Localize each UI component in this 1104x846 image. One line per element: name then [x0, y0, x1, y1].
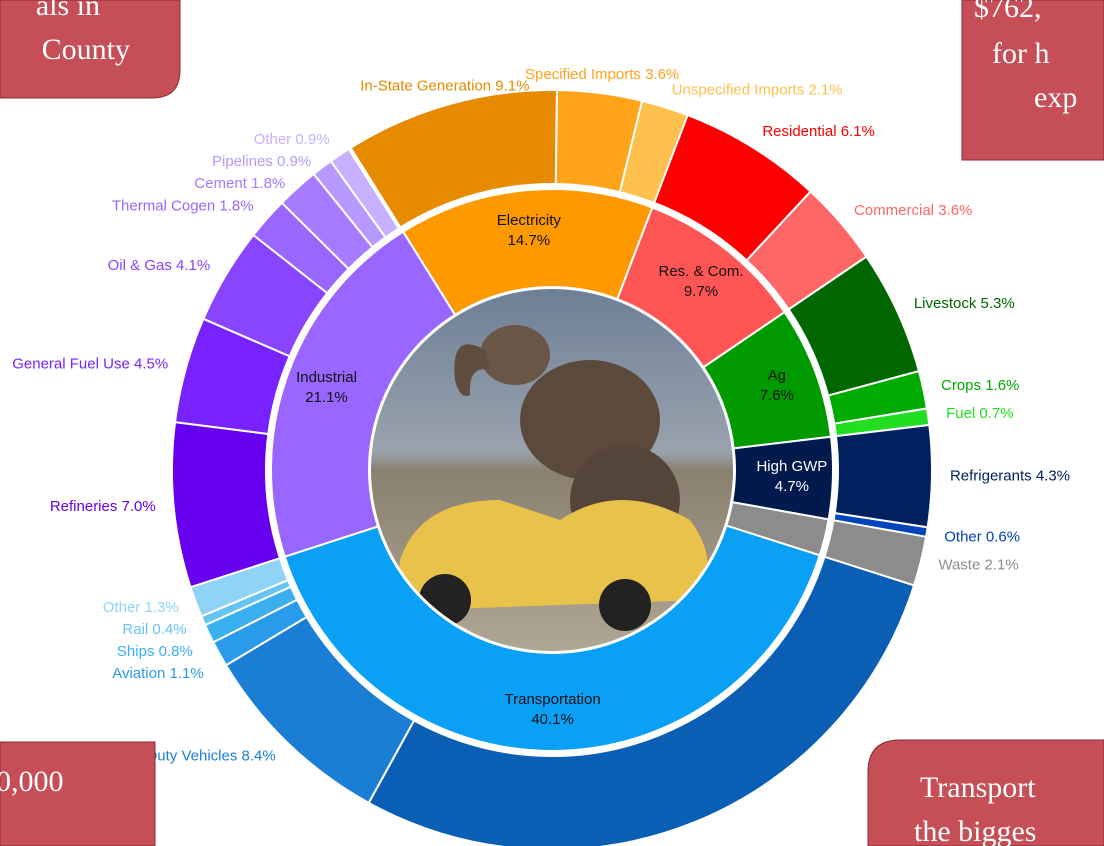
annotation-box	[962, 0, 1104, 160]
outer-label: Unspecified Imports 2.1%	[672, 81, 843, 98]
segment-name: Ships	[117, 643, 155, 660]
segment-name: Unspecified Imports	[672, 81, 805, 98]
segment-value: 4.5%	[134, 356, 168, 373]
segment-value: 0.8%	[159, 643, 193, 660]
annotation-text: for h	[992, 37, 1049, 70]
segment-value: 4.3%	[1036, 467, 1070, 484]
annotation-text: Transport	[920, 771, 1036, 804]
category-name: Transportation	[505, 691, 601, 708]
segment-value: 2.1%	[984, 557, 1018, 574]
segment-name: Cement	[194, 175, 247, 192]
segment-value: 1.1%	[169, 665, 203, 682]
category-value: 7.6%	[760, 387, 794, 404]
segment-value: 8.4%	[242, 747, 276, 764]
segment-value: 0.6%	[986, 528, 1020, 545]
segment-name: Waste	[938, 557, 980, 574]
outer-label: Livestock 5.3%	[914, 295, 1015, 312]
annotation-text: County	[42, 33, 130, 66]
outer-label: General Fuel Use 4.5%	[12, 356, 168, 373]
category-value: 9.7%	[684, 283, 718, 300]
page: {"chart_data": {"type": "sunburst", "cat…	[0, 0, 1104, 846]
outer-label: Commercial 3.6%	[854, 202, 972, 219]
outer-label: Other 0.6%	[944, 528, 1020, 545]
category-value: 21.1%	[305, 389, 348, 406]
segment-name: Other	[254, 131, 292, 148]
segment-name: Rail	[122, 621, 148, 638]
category-value: 14.7%	[508, 232, 551, 249]
outer-label: Aviation 1.1%	[112, 665, 203, 682]
outer-label: Pipelines 0.9%	[212, 153, 311, 170]
outer-label: Refrigerants 4.3%	[950, 467, 1070, 484]
category-name: Res. & Com.	[658, 263, 743, 280]
outer-label: Crops 1.6%	[941, 377, 1019, 394]
outer-label: Cement 1.8%	[194, 175, 285, 192]
center-photo	[370, 288, 734, 652]
annotation-text: the bigges	[914, 815, 1036, 846]
segment-name: Oil & Gas	[108, 257, 172, 274]
segment-name: Residential	[762, 123, 836, 140]
category-name: Ag	[768, 367, 786, 384]
segment-name: Refineries	[50, 498, 118, 515]
segment-value: 3.6%	[938, 202, 972, 219]
segment-value: 0.4%	[152, 621, 186, 638]
segment-value: 1.6%	[985, 377, 1019, 394]
annotation-text: exp	[1034, 81, 1077, 114]
outer-label: Oil & Gas 4.1%	[108, 257, 211, 274]
segment-name: General Fuel Use	[12, 356, 130, 373]
segment-value: 6.1%	[841, 123, 875, 140]
outer-label: Other 1.3%	[103, 599, 179, 616]
outer-label: Specified Imports 3.6%	[525, 66, 679, 83]
segment-name: Pipelines	[212, 153, 273, 170]
outer-label: Rail 0.4%	[122, 621, 186, 638]
annotation-text: als in	[36, 0, 100, 22]
annotation-text: $762,	[974, 0, 1042, 24]
category-name: Electricity	[497, 212, 562, 229]
segment-name: Other	[103, 599, 141, 616]
segment-name: Commercial	[854, 202, 934, 219]
segment-name: Fuel	[946, 405, 975, 422]
category-name: Industrial	[296, 369, 357, 386]
segment-value: 5.3%	[981, 295, 1015, 312]
segment-value: 0.9%	[295, 131, 329, 148]
segment-name: Livestock	[914, 295, 977, 312]
segment-value: 4.1%	[176, 257, 210, 274]
annotation-text: 0,000	[0, 765, 64, 798]
outer-label: Waste 2.1%	[938, 557, 1018, 574]
outer-segment	[835, 425, 932, 527]
segment-name: Refrigerants	[950, 467, 1032, 484]
outer-label: Ships 0.8%	[117, 643, 193, 660]
segment-name: Crops	[941, 377, 981, 394]
category-value: 40.1%	[531, 711, 574, 728]
segment-name: Aviation	[112, 665, 165, 682]
segment-name: Specified Imports	[525, 66, 641, 83]
segment-value: 1.8%	[251, 175, 285, 192]
segment-name: Thermal Cogen	[112, 198, 215, 215]
outer-segment	[172, 422, 280, 587]
segment-name: Other	[944, 528, 982, 545]
outer-label: Other 0.9%	[254, 131, 330, 148]
segment-value: 2.1%	[808, 81, 842, 98]
outer-label: In-State Generation 9.1%	[360, 78, 529, 95]
category-value: 4.7%	[775, 478, 809, 495]
outer-label: Residential 6.1%	[762, 123, 875, 140]
category-name: High GWP	[756, 458, 827, 475]
segment-name: In-State Generation	[360, 78, 491, 95]
outer-label: Fuel 0.7%	[946, 405, 1014, 422]
segment-value: 0.9%	[277, 153, 311, 170]
outer-label: Thermal Cogen 1.8%	[112, 198, 254, 215]
segment-value: 1.8%	[219, 198, 253, 215]
chart: Electricity 14.7% In-State Generation 9.1%…	[0, 0, 1104, 846]
segment-value: 0.7%	[979, 405, 1013, 422]
outer-label: Refineries 7.0%	[50, 498, 156, 515]
segment-value: 1.3%	[145, 599, 179, 616]
segment-value: 7.0%	[122, 498, 156, 515]
